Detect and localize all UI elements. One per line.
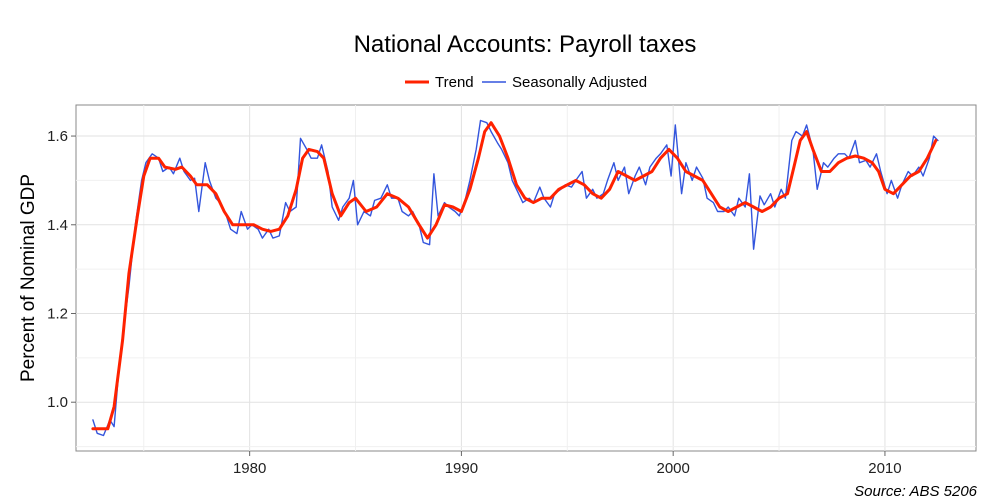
source-note: Source: ABS 5206 [854,483,978,500]
series-layer [91,119,939,437]
y-axis: 1.0 1.2 1.4 1.6 [47,128,76,411]
grid-lines [76,105,976,451]
legend: Trend Seasonally Adjusted [405,74,647,91]
y-tick-label: 1.4 [47,217,68,234]
legend-label-trend: Trend [435,74,474,91]
chart-title: National Accounts: Payroll taxes [354,31,697,58]
x-tick-label: 1990 [445,460,478,477]
y-tick-label: 1.2 [47,305,68,322]
series-line-seasonally-adjusted [92,119,939,437]
x-axis: 1980 1990 2000 2010 [233,451,902,477]
y-axis-label: Percent of Nominal GDP [18,174,39,382]
plot-area [75,104,977,452]
x-tick-label: 1980 [233,460,266,477]
x-tick-label: 2010 [868,460,901,477]
legend-label-seasonally-adjusted: Seasonally Adjusted [512,74,647,91]
y-tick-label: 1.6 [47,128,68,145]
x-tick-label: 2000 [656,460,689,477]
series-line-trend [91,121,938,431]
y-tick-label: 1.0 [47,394,68,411]
